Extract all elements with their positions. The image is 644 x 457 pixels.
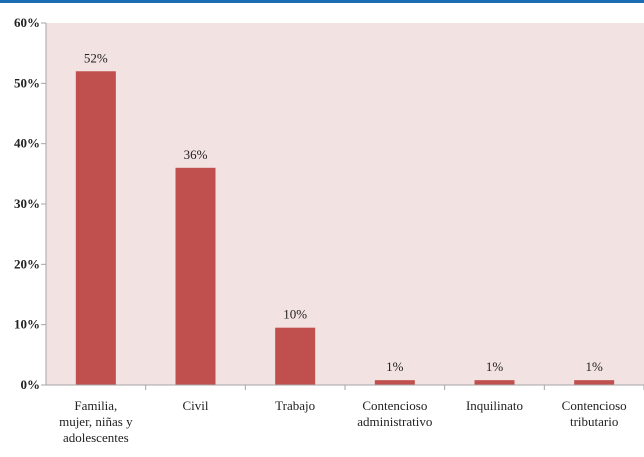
data-label: 52%: [84, 50, 108, 65]
bars-group: [75, 71, 615, 386]
y-axis: 0% 10% 20% 30% 40% 50% 60%: [14, 15, 46, 392]
category-label: Contencioso tributario: [562, 398, 627, 429]
bar: [374, 380, 415, 385]
bar: [75, 71, 116, 386]
bar: [474, 380, 515, 385]
category-label-line: Trabajo: [275, 398, 315, 413]
category-label-line: Civil: [182, 398, 208, 413]
category-label: Contencioso administrativo: [357, 398, 432, 429]
data-label: 36%: [184, 147, 208, 162]
data-label: 1%: [386, 359, 404, 374]
y-tick-label: 60%: [14, 15, 40, 30]
category-label: Trabajo: [275, 398, 315, 413]
category-label-line: adolescentes: [63, 430, 129, 445]
category-label-line: mujer, niñas y: [59, 414, 133, 429]
y-tick-label: 20%: [14, 256, 40, 271]
x-axis: Familia, mujer, niñas y adolescentes Civil T…: [59, 385, 644, 445]
data-label: 1%: [486, 359, 504, 374]
category-label-line: Contencioso: [362, 398, 427, 413]
category-label-line: Contencioso: [562, 398, 627, 413]
category-label: Familia, mujer, niñas y adolescentes: [59, 398, 133, 445]
category-label-line: Inquilinato: [466, 398, 523, 413]
bar: [175, 167, 216, 385]
data-label: 1%: [585, 359, 603, 374]
data-labels: 52% 36% 10% 1% 1% 1%: [84, 50, 603, 374]
plot-area: [46, 23, 644, 385]
bar: [574, 380, 615, 385]
category-label-line: tributario: [570, 414, 618, 429]
top-rule: [0, 0, 644, 3]
category-label: Civil: [182, 398, 208, 413]
data-label: 10%: [283, 307, 307, 322]
category-label-line: administrativo: [357, 414, 432, 429]
y-tick-label: 30%: [14, 196, 40, 211]
bar: [275, 327, 316, 385]
y-tick-label: 40%: [14, 136, 40, 151]
y-tick-label: 0%: [21, 377, 41, 392]
category-label: Inquilinato: [466, 398, 523, 413]
y-tick-label: 50%: [14, 75, 40, 90]
y-tick-label: 10%: [14, 317, 40, 332]
category-label-line: Familia,: [74, 398, 117, 413]
